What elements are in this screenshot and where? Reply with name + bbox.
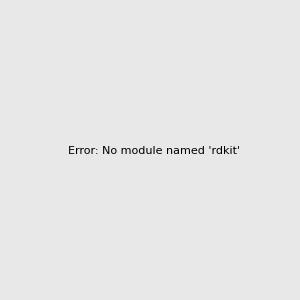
Text: Error: No module named 'rdkit': Error: No module named 'rdkit' bbox=[68, 146, 240, 157]
